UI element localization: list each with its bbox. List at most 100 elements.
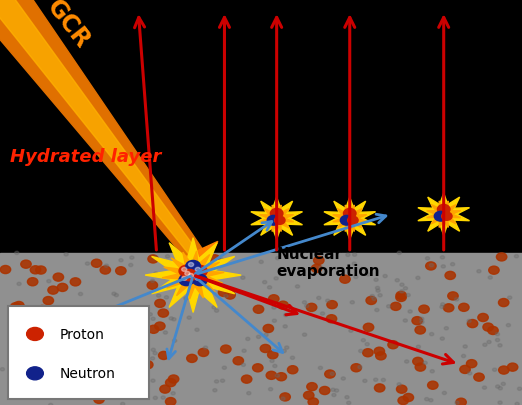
Circle shape [131, 386, 141, 394]
Circle shape [31, 377, 41, 386]
Circle shape [388, 341, 398, 349]
Circle shape [195, 268, 200, 272]
Circle shape [73, 390, 77, 394]
Circle shape [374, 378, 378, 382]
Circle shape [83, 368, 87, 371]
Circle shape [308, 398, 318, 405]
Circle shape [477, 270, 481, 273]
Circle shape [107, 349, 117, 357]
Circle shape [52, 358, 56, 361]
Circle shape [112, 292, 116, 296]
Circle shape [372, 297, 376, 301]
Circle shape [499, 299, 509, 307]
Circle shape [233, 357, 244, 365]
Circle shape [363, 324, 374, 332]
Circle shape [415, 363, 425, 371]
Circle shape [487, 341, 491, 344]
Circle shape [284, 346, 289, 349]
Circle shape [212, 306, 216, 309]
Circle shape [275, 374, 279, 377]
Circle shape [341, 377, 346, 380]
Circle shape [424, 398, 429, 401]
Circle shape [376, 289, 380, 292]
Circle shape [247, 392, 251, 395]
Circle shape [267, 216, 280, 226]
Circle shape [64, 253, 68, 256]
Circle shape [274, 277, 278, 280]
Circle shape [81, 325, 91, 333]
Circle shape [496, 253, 507, 261]
Circle shape [101, 309, 111, 317]
Circle shape [213, 389, 217, 392]
Circle shape [182, 268, 187, 272]
Circle shape [204, 346, 208, 350]
Circle shape [188, 274, 194, 278]
Circle shape [467, 320, 478, 328]
Circle shape [78, 353, 82, 356]
Circle shape [188, 263, 194, 267]
Circle shape [241, 363, 245, 367]
Circle shape [225, 291, 235, 299]
Circle shape [165, 255, 170, 258]
Circle shape [179, 266, 194, 277]
Circle shape [501, 382, 505, 386]
Circle shape [517, 387, 521, 390]
Circle shape [430, 333, 434, 336]
Circle shape [488, 326, 498, 335]
Polygon shape [324, 198, 375, 240]
Circle shape [216, 271, 220, 274]
Circle shape [198, 349, 209, 357]
Circle shape [430, 370, 434, 373]
Circle shape [266, 371, 277, 379]
Circle shape [57, 284, 68, 292]
Circle shape [104, 264, 109, 268]
Circle shape [366, 273, 370, 276]
Circle shape [331, 388, 335, 391]
Circle shape [314, 257, 324, 265]
Circle shape [256, 335, 260, 339]
Circle shape [295, 285, 300, 288]
Circle shape [514, 255, 518, 258]
Circle shape [397, 385, 407, 393]
Circle shape [94, 395, 104, 403]
Circle shape [303, 391, 314, 399]
Circle shape [482, 386, 487, 389]
Circle shape [191, 279, 201, 288]
Circle shape [148, 255, 158, 263]
Circle shape [332, 393, 336, 396]
Circle shape [474, 373, 484, 381]
Circle shape [441, 303, 445, 306]
Circle shape [387, 305, 391, 308]
Circle shape [124, 335, 128, 339]
Circle shape [264, 333, 268, 337]
Circle shape [280, 393, 290, 401]
Circle shape [420, 321, 424, 324]
Circle shape [358, 366, 362, 369]
Circle shape [288, 366, 298, 374]
Circle shape [130, 256, 134, 260]
Circle shape [253, 364, 263, 372]
Circle shape [348, 217, 358, 225]
Circle shape [381, 378, 385, 382]
Circle shape [459, 303, 469, 311]
Polygon shape [426, 201, 461, 228]
Circle shape [311, 264, 322, 273]
Circle shape [8, 337, 18, 345]
Circle shape [417, 345, 421, 349]
Circle shape [242, 349, 246, 352]
Circle shape [441, 256, 445, 259]
Circle shape [326, 299, 330, 303]
Circle shape [400, 284, 404, 287]
Circle shape [153, 352, 157, 355]
Circle shape [44, 342, 49, 345]
Circle shape [400, 290, 404, 293]
Circle shape [302, 333, 306, 337]
Circle shape [90, 333, 94, 336]
Circle shape [221, 345, 231, 353]
Circle shape [114, 391, 118, 394]
Circle shape [179, 275, 194, 286]
Circle shape [69, 362, 80, 370]
Circle shape [42, 313, 46, 317]
Circle shape [97, 343, 101, 346]
Circle shape [77, 311, 81, 314]
